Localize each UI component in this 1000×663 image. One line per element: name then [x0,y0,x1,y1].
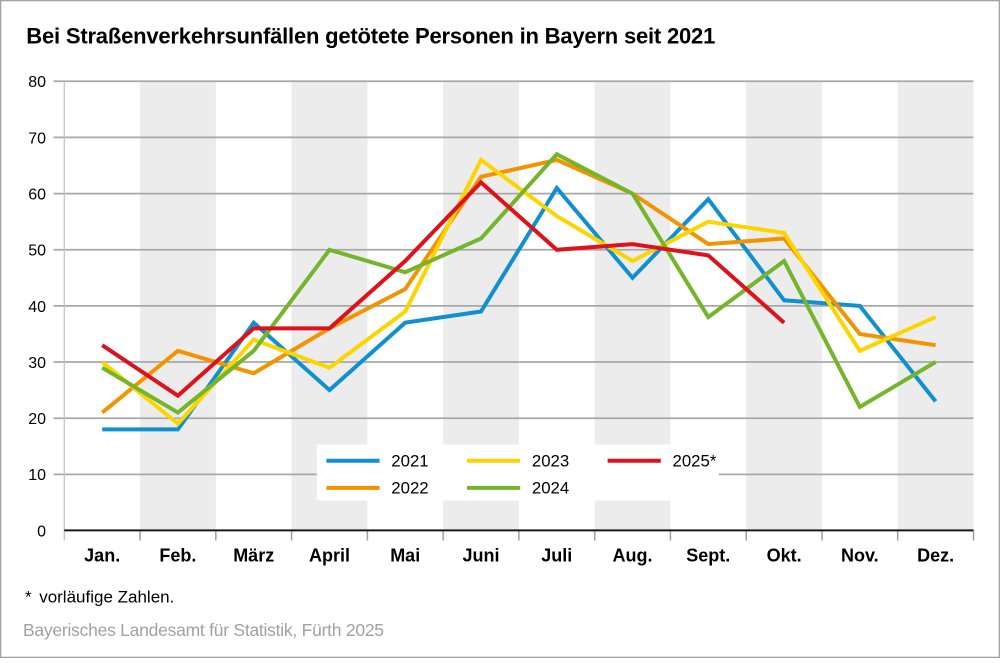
svg-text:40: 40 [28,299,46,316]
svg-text:60: 60 [28,187,46,204]
svg-text:2022: 2022 [391,479,428,498]
svg-text:0: 0 [37,523,46,540]
svg-text:80: 80 [28,74,46,91]
svg-text:Feb.: Feb. [159,546,196,566]
svg-text:Mai: Mai [390,546,420,566]
svg-text:Juni: Juni [462,546,499,566]
svg-text:Dez.: Dez. [917,546,954,566]
svg-text:Juli: Juli [541,546,572,566]
svg-text:Jan.: Jan. [84,546,120,566]
svg-text:2024: 2024 [532,479,569,498]
svg-text:50: 50 [28,243,46,260]
svg-text:Sept.: Sept. [686,546,730,566]
svg-text:vorläufige Zahlen.: vorläufige Zahlen. [39,587,174,606]
svg-text:Bayerisches Landesamt für Stat: Bayerisches Landesamt für Statistik, Für… [23,620,384,640]
svg-text:2021: 2021 [391,451,428,470]
svg-text:2023: 2023 [532,451,569,470]
svg-text:März: März [233,546,274,566]
svg-text:30: 30 [28,355,46,372]
svg-text:Nov.: Nov. [841,546,879,566]
svg-text:April: April [309,546,350,566]
svg-text:2025*: 2025* [673,451,717,470]
svg-text:*: * [25,587,32,606]
svg-text:70: 70 [28,130,46,147]
svg-text:10: 10 [28,467,46,484]
svg-text:20: 20 [28,411,46,428]
svg-text:Okt.: Okt. [767,546,802,566]
svg-text:Bei Straßenverkehrsunfällen ge: Bei Straßenverkehrsunfällen getötete Per… [26,24,715,49]
svg-text:Aug.: Aug. [613,546,653,566]
